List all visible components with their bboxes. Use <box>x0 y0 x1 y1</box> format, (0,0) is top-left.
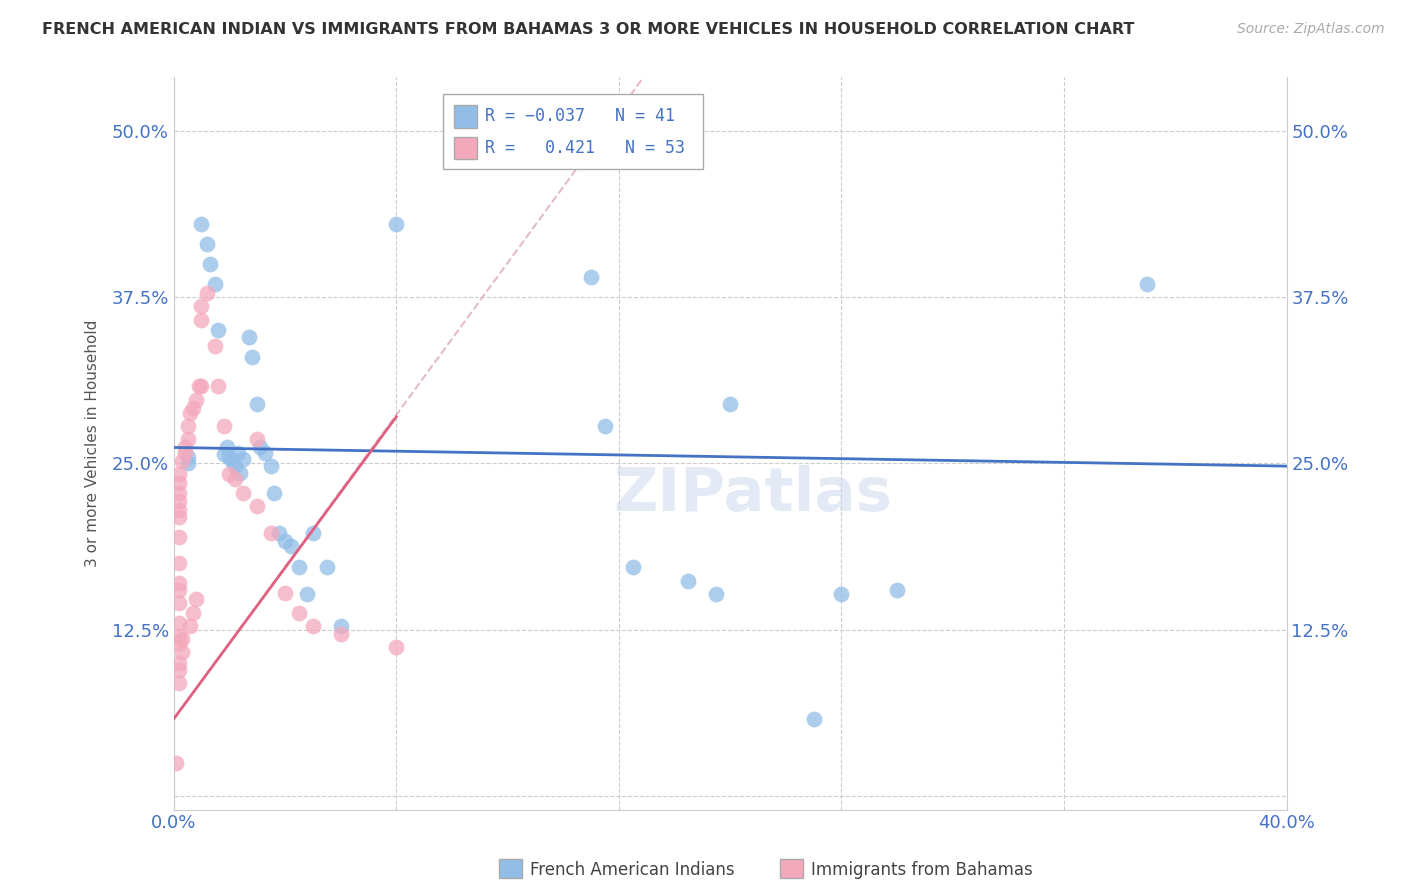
Point <box>167 485 190 500</box>
Point <box>224 459 246 474</box>
Point <box>167 663 190 677</box>
Point <box>886 582 908 597</box>
Point <box>803 712 825 726</box>
Point <box>1136 277 1159 291</box>
Point <box>167 476 190 491</box>
Point <box>295 587 318 601</box>
Text: ZIPatlas: ZIPatlas <box>613 466 891 524</box>
Point <box>190 217 212 231</box>
Point <box>704 587 727 601</box>
Point <box>263 485 285 500</box>
Point <box>830 587 852 601</box>
Point <box>232 452 254 467</box>
Point <box>579 270 602 285</box>
Point <box>187 379 209 393</box>
Point <box>678 574 700 588</box>
Text: R = −0.037   N = 41: R = −0.037 N = 41 <box>485 107 675 126</box>
Point <box>170 632 193 647</box>
Point <box>190 299 212 313</box>
Point <box>176 419 198 434</box>
Point <box>181 401 204 415</box>
Point <box>260 459 283 474</box>
Point <box>215 441 238 455</box>
Point <box>167 582 190 597</box>
Text: Source: ZipAtlas.com: Source: ZipAtlas.com <box>1237 22 1385 37</box>
Point <box>229 466 252 480</box>
Point <box>167 616 190 631</box>
Point <box>260 525 283 540</box>
Point <box>167 467 190 482</box>
Point <box>173 441 195 455</box>
Point <box>593 419 616 434</box>
Point <box>190 312 212 326</box>
Point <box>254 446 277 460</box>
Point <box>195 236 218 251</box>
Point <box>218 450 240 464</box>
Point <box>176 433 198 447</box>
Point <box>246 433 269 447</box>
Point <box>167 509 190 524</box>
Point <box>167 656 190 670</box>
Point <box>221 454 243 468</box>
Point <box>301 619 323 633</box>
Point <box>385 640 408 655</box>
Point <box>224 472 246 486</box>
Point <box>280 539 302 553</box>
Point <box>190 379 212 393</box>
Point <box>301 525 323 540</box>
Point <box>218 467 240 482</box>
Point <box>315 560 337 574</box>
Point <box>288 606 311 620</box>
Point <box>204 277 226 291</box>
Point <box>198 257 221 271</box>
Point <box>167 596 190 610</box>
Point <box>176 457 198 471</box>
Point <box>167 493 190 508</box>
Point <box>232 485 254 500</box>
Point <box>167 636 190 650</box>
Point <box>170 454 193 468</box>
Point <box>179 619 201 633</box>
Point <box>274 585 297 599</box>
Point <box>718 396 741 410</box>
Point <box>288 560 311 574</box>
Point <box>170 645 193 659</box>
Point <box>212 447 235 461</box>
Point <box>246 396 269 410</box>
Point <box>181 606 204 620</box>
Point <box>184 592 207 607</box>
Point <box>621 560 644 574</box>
Point <box>269 525 291 540</box>
Y-axis label: 3 or more Vehicles in Household: 3 or more Vehicles in Household <box>86 320 100 567</box>
Point <box>226 446 249 460</box>
Point <box>329 619 352 633</box>
Point <box>167 556 190 570</box>
Point <box>207 323 229 337</box>
Point <box>167 530 190 544</box>
Point <box>167 676 190 690</box>
Text: French American Indians: French American Indians <box>530 861 735 879</box>
Point <box>207 379 229 393</box>
Point <box>167 503 190 517</box>
Point <box>167 576 190 591</box>
Point <box>212 419 235 434</box>
Text: Immigrants from Bahamas: Immigrants from Bahamas <box>811 861 1033 879</box>
Point <box>329 627 352 641</box>
Point <box>167 630 190 644</box>
Point <box>240 350 263 364</box>
Text: FRENCH AMERICAN INDIAN VS IMMIGRANTS FROM BAHAMAS 3 OR MORE VEHICLES IN HOUSEHOL: FRENCH AMERICAN INDIAN VS IMMIGRANTS FRO… <box>42 22 1135 37</box>
Point <box>179 406 201 420</box>
Point <box>385 217 408 231</box>
Point <box>184 392 207 407</box>
Point <box>246 499 269 513</box>
Point <box>274 533 297 548</box>
Point <box>204 339 226 353</box>
Text: R =   0.421   N = 53: R = 0.421 N = 53 <box>485 139 685 157</box>
Point <box>238 330 260 344</box>
Point <box>195 286 218 301</box>
Point <box>173 446 195 460</box>
Point <box>165 756 187 770</box>
Point <box>176 450 198 464</box>
Point <box>249 441 271 455</box>
